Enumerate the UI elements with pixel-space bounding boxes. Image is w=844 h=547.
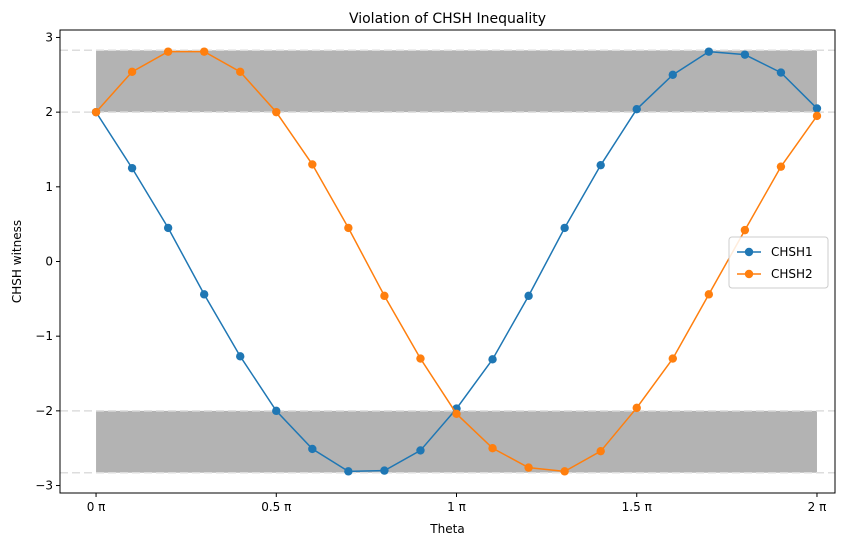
plot-area <box>60 47 835 476</box>
data-point-chsh2 <box>632 403 641 413</box>
data-point-chsh1 <box>344 467 353 476</box>
data-point-chsh1 <box>668 70 677 80</box>
shaded-band-1 <box>96 50 817 113</box>
y-tick-label: 3 <box>45 30 53 44</box>
data-point-chsh1 <box>632 104 641 114</box>
data-point-chsh1 <box>272 406 281 416</box>
data-point-chsh1 <box>596 160 605 170</box>
data-point-chsh2 <box>596 446 605 456</box>
data-point-chsh1 <box>740 50 750 59</box>
x-tick-label: 1.5 π <box>622 500 652 514</box>
data-point-chsh1 <box>236 352 245 361</box>
x-axis-label: Theta <box>429 522 464 536</box>
data-point-chsh1 <box>380 466 389 475</box>
data-point-chsh2 <box>380 291 389 301</box>
data-point-chsh1 <box>416 446 425 455</box>
data-point-chsh2 <box>416 354 425 363</box>
y-tick-label: −3 <box>35 479 53 493</box>
chart-title: Violation of CHSH Inequality <box>349 11 546 27</box>
data-point-chsh1 <box>308 444 317 454</box>
data-point-chsh1 <box>776 68 786 77</box>
data-point-chsh1 <box>163 223 173 233</box>
data-point-chsh2 <box>91 107 101 117</box>
y-tick-label: 1 <box>45 180 53 194</box>
data-point-chsh1 <box>560 223 569 233</box>
legend-marker-chsh2 <box>744 269 754 279</box>
x-tick-label: 2 π <box>808 500 827 514</box>
legend-label-chsh1: CHSH1 <box>771 245 813 259</box>
data-point-chsh2 <box>776 162 786 171</box>
legend-label-chsh2: CHSH2 <box>771 267 813 281</box>
data-point-chsh2 <box>488 443 497 453</box>
data-point-chsh2 <box>668 354 677 363</box>
x-tick-label: 0 π <box>87 500 106 514</box>
data-point-chsh2 <box>308 160 317 169</box>
y-axis-label: CHSH witness <box>10 220 24 303</box>
data-point-chsh2 <box>812 111 822 121</box>
data-point-chsh2 <box>127 67 137 77</box>
legend-marker-chsh1 <box>744 247 754 257</box>
data-point-chsh2 <box>560 467 569 476</box>
data-point-chsh1 <box>127 163 137 173</box>
data-point-chsh2 <box>344 223 353 233</box>
legend: CHSH1 CHSH2 <box>728 236 829 289</box>
y-tick-label: 0 <box>45 255 53 269</box>
legend-box <box>728 236 829 289</box>
x-tick-label: 1 π <box>447 500 466 514</box>
data-point-chsh2 <box>452 409 461 419</box>
data-point-chsh2 <box>704 290 714 299</box>
data-point-chsh2 <box>740 225 750 235</box>
data-point-chsh2 <box>236 67 245 77</box>
x-tick-label: 0.5 π <box>261 500 291 514</box>
y-tick-label: 2 <box>45 105 53 119</box>
data-point-chsh1 <box>199 290 209 299</box>
y-tick-label: −2 <box>35 404 53 418</box>
data-point-chsh2 <box>163 47 173 56</box>
data-point-chsh2 <box>272 107 281 117</box>
data-point-chsh1 <box>704 47 714 56</box>
data-point-chsh2 <box>199 47 209 56</box>
y-tick-label: −1 <box>35 329 53 343</box>
data-point-chsh1 <box>812 104 822 113</box>
shaded-band-2 <box>96 410 817 473</box>
data-point-chsh2 <box>524 463 533 472</box>
axes: 0 π 0.5 π 1 π 1.5 π 2 π −3 −2 −1 0 1 2 3 <box>35 29 836 514</box>
data-point-chsh1 <box>488 355 497 364</box>
data-point-chsh1 <box>524 291 533 301</box>
